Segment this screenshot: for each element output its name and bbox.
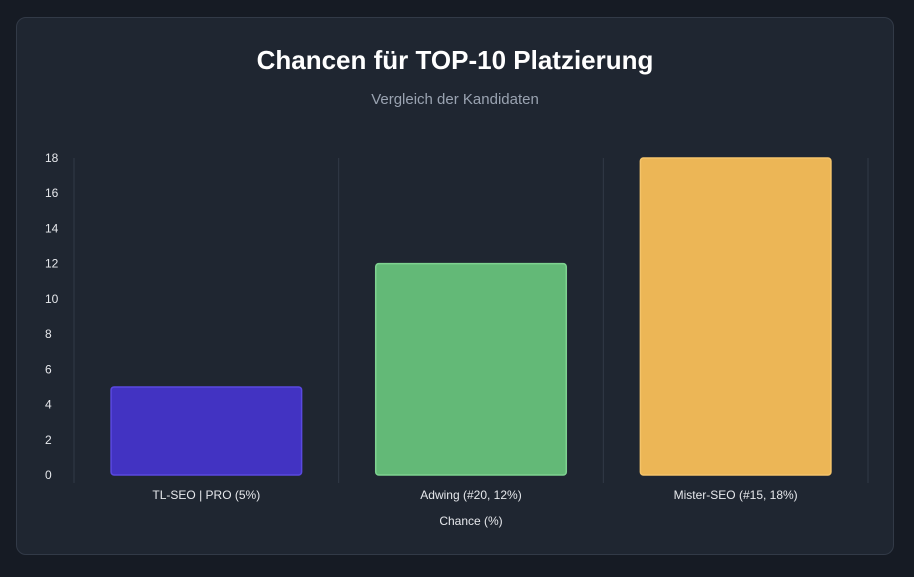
y-tick-label: 8 (45, 327, 52, 341)
x-axis-labels: TL-SEO | PRO (5%) Adwing (#20, 12%) Mister… (152, 488, 797, 502)
bar[interactable] (639, 157, 832, 476)
grid-lines (73, 158, 869, 483)
chart-title: Chancen für TOP-10 Platzierung (256, 45, 654, 75)
y-tick-label: 18 (45, 151, 59, 165)
y-tick-label: 10 (45, 292, 59, 306)
y-tick-label: 12 (45, 257, 59, 271)
bar[interactable] (374, 262, 568, 476)
y-tick-label: 4 (45, 398, 52, 412)
bars (110, 157, 832, 476)
bar[interactable] (110, 386, 303, 476)
y-axis-ticks: 0 2 4 6 8 10 12 14 16 18 (45, 151, 59, 482)
x-axis-title: Chance (%) (439, 514, 502, 528)
x-tick-label: Mister-SEO (#15, 18%) (674, 488, 798, 502)
y-tick-label: 14 (45, 221, 59, 235)
x-tick-label: Adwing (#20, 12%) (420, 488, 521, 502)
x-tick-label: TL-SEO | PRO (5%) (152, 488, 260, 502)
y-tick-label: 16 (45, 186, 59, 200)
y-tick-label: 2 (45, 433, 52, 447)
chart-subtitle: Vergleich der Kandidaten (371, 91, 539, 108)
y-tick-label: 6 (45, 362, 52, 376)
y-tick-label: 0 (45, 468, 52, 482)
chart-card: Chancen für TOP-10 Platzierung Vergleich… (16, 17, 894, 555)
bar-chart: 0 2 4 6 8 10 12 14 16 18 TL-SEO | PRO (5%) Adwing … (45, 151, 869, 528)
